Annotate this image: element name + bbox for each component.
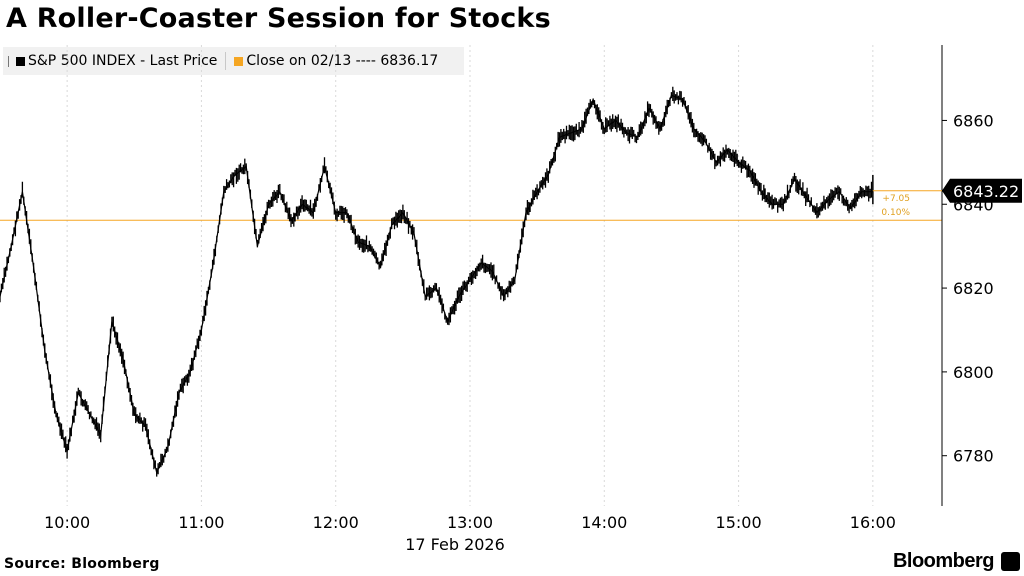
y-tick-label: 6860 [953, 111, 994, 130]
chart-legend: S&P 500 INDEX - Last Price Close on 02/1… [3, 47, 464, 75]
price-bars [0, 86, 873, 477]
reference-swatch [234, 56, 244, 66]
last-value-tag [942, 178, 1022, 203]
legend-series-label: S&P 500 INDEX - Last Price [28, 53, 218, 69]
price-line [0, 94, 873, 475]
legend-divider [225, 52, 227, 70]
y-tick-label: 6820 [953, 279, 994, 298]
change-pct-label: 0.10% [881, 208, 910, 218]
x-tick-label: 11:00 [178, 513, 224, 532]
x-axis-title: 17 Feb 2026 [405, 535, 505, 554]
legend-item-series: S&P 500 INDEX - Last Price [3, 53, 217, 69]
legend-item-reference: Close on 02/13 ---- 6836.17 [234, 53, 438, 69]
series-swatch [16, 56, 25, 66]
brand-logo-text: Bloomberg [892, 550, 995, 572]
change-label: +7.05 [882, 194, 910, 204]
y-tick-label: 6800 [953, 363, 994, 382]
price-series [0, 86, 874, 477]
y-tick-label: 6780 [953, 447, 994, 466]
x-tick-label: 15:00 [716, 513, 762, 532]
bloomberg-logo-icon [1001, 552, 1020, 571]
x-axis: 10:00 11:00 12:00 13:00 14:00 15:00 16:00 17 Fe… [44, 513, 896, 554]
x-tick-label: 12:00 [313, 513, 359, 532]
x-tick-label: 16:00 [850, 513, 896, 532]
last-value-label: 6843.22 [953, 182, 1019, 201]
last-value-marker: 6843.22 +7.05 0.10% [872, 178, 1022, 218]
source-note: Source: Bloomberg [4, 556, 160, 572]
legend-reference-label: Close on 02/13 ---- 6836.17 [246, 53, 439, 69]
chart-title: A Roller-Coaster Session for Stocks [6, 3, 551, 34]
x-tick-label: 10:00 [44, 513, 90, 532]
bar-glyph-icon [8, 55, 14, 67]
x-tick-label: 14:00 [581, 513, 627, 532]
x-tick-label: 13:00 [447, 513, 493, 532]
